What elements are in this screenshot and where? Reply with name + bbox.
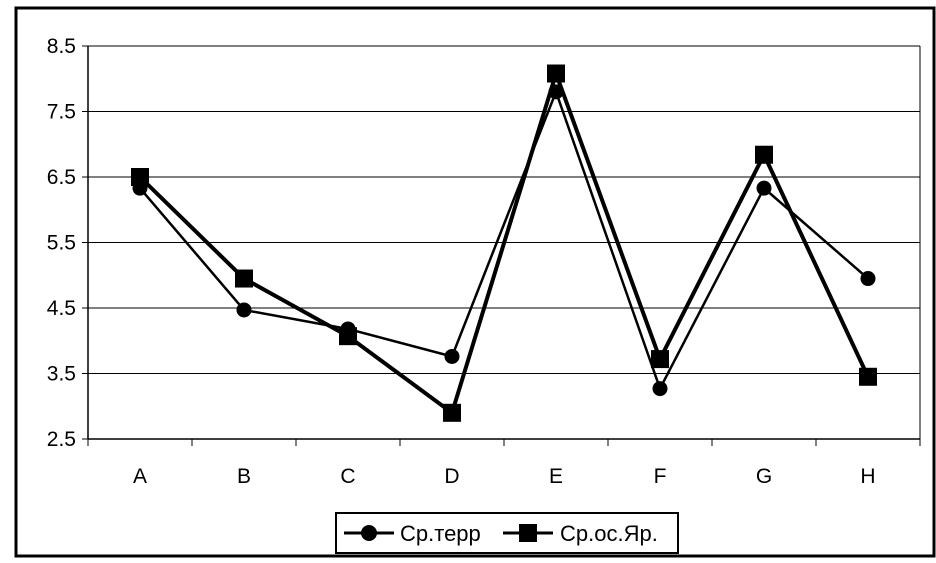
- series-line-1: [138, 67, 870, 417]
- y-tick-label-4: 6.5: [47, 166, 76, 189]
- point-0-3: [444, 348, 460, 364]
- point-0-1: [236, 302, 252, 318]
- x-tick-labels: A B C D E F G H: [133, 465, 876, 488]
- x-tick-label-0: A: [133, 465, 147, 488]
- x-tick-label-7: H: [860, 465, 875, 488]
- point-1-0: [131, 168, 149, 186]
- x-tick-label-5: F: [654, 465, 667, 488]
- point-0-6: [756, 180, 772, 196]
- axes: [82, 45, 921, 446]
- y-tick-label-5: 7.5: [47, 101, 76, 124]
- legend-label-1: Ср.ос.Яр.: [560, 521, 658, 546]
- y-tick-label-6: 8.5: [47, 35, 76, 58]
- legend-marker-square-icon: [519, 524, 537, 542]
- series-0: [132, 84, 876, 397]
- legend-marker-circle-icon: [361, 525, 377, 541]
- x-tick-label-3: D: [444, 465, 459, 488]
- x-tick-label-4: E: [549, 465, 563, 488]
- series-line-0: [139, 88, 869, 392]
- x-tick-label-2: C: [340, 465, 355, 488]
- point-1-3: [443, 403, 461, 422]
- y-tick-label-3: 5.5: [47, 232, 76, 255]
- point-0-5: [652, 381, 668, 397]
- y-tick-label-2: 4.5: [47, 297, 76, 320]
- point-1-2: [339, 327, 357, 346]
- x-tick-label-6: G: [756, 465, 772, 488]
- chart-frame: [14, 6, 936, 558]
- point-1-6: [755, 145, 773, 164]
- point-1-5: [651, 350, 669, 369]
- point-1-7: [859, 367, 877, 386]
- point-1-1: [235, 269, 253, 288]
- y-tick-label-1: 3.5: [47, 363, 76, 386]
- series-1: [131, 64, 877, 422]
- legend: Ср.терр Ср.ос.Яр.: [335, 512, 679, 554]
- legend-label-0: Ср.терр: [400, 521, 481, 546]
- point-0-7: [860, 271, 876, 287]
- series-group: [131, 64, 877, 422]
- y-tick-label-0: 2.5: [47, 428, 76, 451]
- point-1-4: [547, 64, 565, 83]
- x-tick-label-1: B: [237, 465, 251, 488]
- y-tick-labels: 2.5 3.5 4.5 5.5 6.5 7.5 8.5: [47, 35, 76, 451]
